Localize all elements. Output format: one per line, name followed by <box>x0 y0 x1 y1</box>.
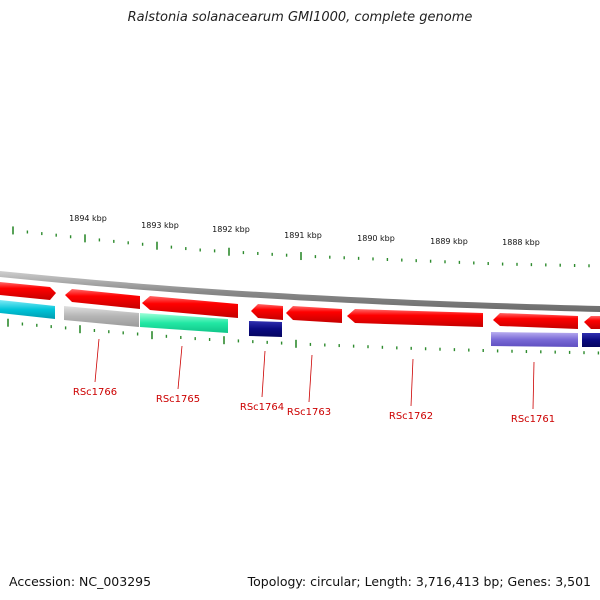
lower-ruler-ticks <box>7 318 600 355</box>
block-cyan <box>0 300 55 319</box>
gene-leader-line <box>94 338 100 383</box>
block-lavender <box>491 332 578 347</box>
gene-leader-line <box>177 345 183 390</box>
ruler-kbp-label: 1888 kbp <box>502 238 540 247</box>
gene-leader-line <box>308 354 313 403</box>
block-navy-2 <box>582 333 600 347</box>
gene-leader-line <box>410 358 414 407</box>
gene-arrow-5 <box>286 306 342 323</box>
ruler-kbp-label: 1891 kbp <box>284 231 322 240</box>
map-title: Ralstonia solanacearum GMI1000, complete… <box>127 10 473 25</box>
gene-label[interactable]: RSc1761 <box>511 414 555 425</box>
gene-label[interactable]: RSc1765 <box>156 394 200 405</box>
ruler-kbp-label: 1893 kbp <box>141 221 179 230</box>
gene-label[interactable]: RSc1766 <box>73 387 117 398</box>
gene-arrow-1 <box>0 282 56 300</box>
gene-arrow-8 <box>584 316 600 329</box>
gene-label[interactable]: RSc1762 <box>389 411 433 422</box>
gene-arrow-6 <box>347 309 483 327</box>
upper-ruler-ticks <box>12 226 590 268</box>
genome-backbone <box>0 271 600 312</box>
block-aqua <box>140 313 228 333</box>
gene-label-leaders <box>94 338 535 410</box>
gene-label[interactable]: RSc1764 <box>240 402 284 413</box>
ruler-kbp-label: 1890 kbp <box>357 234 395 243</box>
genome-stats-text: Topology: circular; Length: 3,716,413 bp… <box>247 574 591 589</box>
reverse-strand-blocks <box>0 300 600 347</box>
gene-labels: RSc1766 RSc1765 RSc1764 RSc1763 RSc1762 RSc17… <box>73 387 555 425</box>
gene-arrow-7 <box>493 313 578 329</box>
gene-arrow-3 <box>142 296 238 318</box>
ruler-kbp-label: 1892 kbp <box>212 225 250 234</box>
gene-leader-line <box>532 361 535 410</box>
block-grey <box>64 306 139 327</box>
accession-text: Accession: NC_003295 <box>9 574 152 589</box>
gene-arrow-2 <box>65 289 140 309</box>
gene-leader-line <box>261 350 266 398</box>
gene-label[interactable]: RSc1763 <box>287 407 331 418</box>
ruler-kbp-label: 1894 kbp <box>69 214 107 223</box>
gene-arrow-4 <box>251 304 283 320</box>
forward-strand-genes <box>0 282 600 329</box>
ruler-kbp-label: 1889 kbp <box>430 237 468 246</box>
block-navy-1 <box>249 321 282 337</box>
upper-ruler-labels: 1894 kbp 1893 kbp 1892 kbp 1891 kbp 1890 kbp… <box>69 214 540 247</box>
